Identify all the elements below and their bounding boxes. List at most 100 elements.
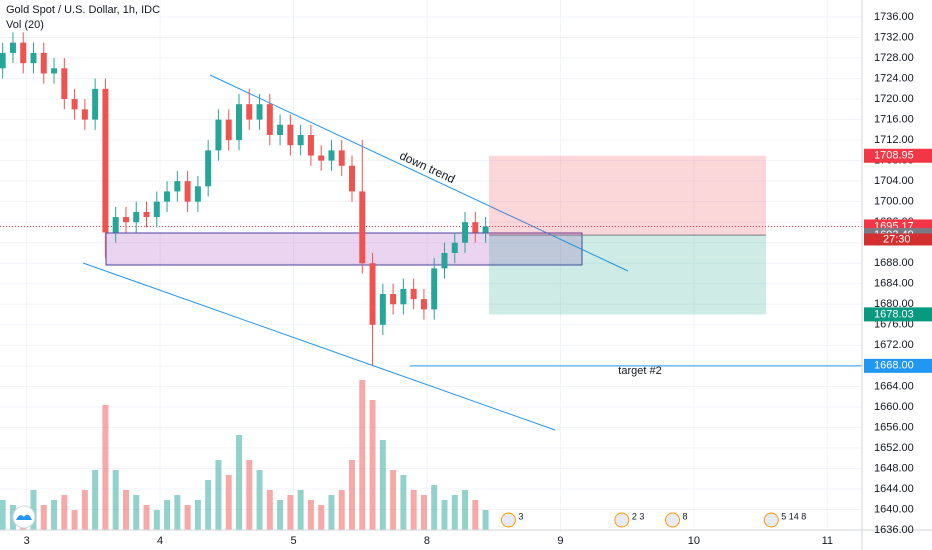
volume-bar (194, 500, 201, 530)
candle-body (420, 299, 427, 310)
volume-label: Vol (20) (6, 19, 44, 31)
volume-bar (307, 500, 314, 530)
event-icon (763, 512, 779, 528)
candle-body (40, 52, 47, 74)
x-tick-label: 11 (822, 535, 833, 547)
event-label: 3 (518, 511, 523, 521)
candle-body (390, 294, 397, 305)
volume-bar (349, 460, 356, 530)
candles (0, 32, 489, 366)
volume-bar (451, 495, 458, 530)
candle-body (307, 134, 314, 156)
countdown-bg (864, 233, 932, 246)
candle-body (246, 104, 253, 120)
volume-bar (256, 470, 263, 530)
volume-bar (482, 510, 489, 530)
volume-bar (472, 500, 479, 530)
volume-bar (102, 405, 109, 530)
volume-bar (51, 500, 58, 530)
volume-bar (462, 490, 469, 530)
y-tick-label: 1644.00 (874, 483, 914, 495)
countdown: 27:30 (883, 233, 911, 245)
candle-body (400, 288, 407, 305)
axes: 1636.00 1640.00 1644.00 1648.00 1652.00 1656.… (24, 11, 932, 547)
candle-body (287, 124, 294, 146)
x-tick-label: 3 (24, 535, 30, 547)
candle-body (318, 155, 325, 161)
y-tick-label: 1676.00 (874, 319, 914, 331)
volume-bar (287, 495, 294, 530)
candle-body (61, 68, 68, 100)
volume-bar (359, 380, 366, 530)
x-tick-label: 4 (157, 535, 163, 547)
volume-bar (235, 435, 242, 530)
volume-bar (133, 495, 140, 530)
volume-bar (153, 510, 160, 530)
candle-body (205, 150, 212, 187)
candle-body (266, 104, 273, 135)
candle-body (153, 201, 160, 218)
candle-body (194, 186, 201, 202)
volume-bar (318, 505, 325, 530)
volume-bar (266, 490, 273, 530)
candle-body (235, 104, 242, 141)
x-tick-label: 5 (290, 535, 296, 547)
volume-bar (61, 495, 68, 530)
candle-body (328, 150, 335, 161)
chart-title: Gold Spot / U.S. Dollar, 1h, IDC (6, 4, 160, 16)
y-tick-label: 1716.00 (874, 114, 914, 126)
volume-bar (328, 495, 335, 530)
y-tick-label: 1648.00 (874, 462, 914, 474)
candle-body (215, 119, 222, 151)
candle-body (102, 88, 109, 233)
candle-body (441, 252, 448, 269)
volume-bar (143, 505, 150, 530)
y-tick-label: 1700.00 (874, 196, 914, 208)
price-label: 1708.95 (874, 150, 914, 162)
y-tick-label: 1712.00 (874, 134, 914, 146)
candle-body (369, 263, 376, 325)
price-label-bg (864, 148, 932, 163)
candle-body (20, 42, 27, 64)
volume-bar (297, 490, 304, 530)
zone-rect (105, 232, 583, 266)
y-tick-label: 1656.00 (874, 421, 914, 433)
y-tick-label: 1728.00 (874, 52, 914, 64)
candle-body (0, 52, 6, 69)
volume-bar (184, 505, 191, 530)
volume-bar (0, 500, 6, 530)
candle-body (184, 181, 191, 202)
candle-body (143, 211, 150, 218)
price-label: 1668.00 (874, 360, 914, 372)
volume-bar (92, 470, 99, 530)
volume-bar (205, 480, 212, 530)
volume-bar (420, 495, 427, 530)
trend-line (209, 74, 629, 272)
candle-body (81, 109, 88, 120)
y-tick-label: 1732.00 (874, 31, 914, 43)
event-icon (500, 512, 516, 528)
grid (0, 0, 862, 531)
y-tick-label: 1664.00 (874, 380, 914, 392)
candle-body (462, 222, 469, 243)
volume-bar (369, 400, 376, 530)
candle-body (51, 68, 58, 74)
candle-body (349, 165, 356, 192)
candle-body (359, 191, 366, 264)
candle-body (379, 294, 386, 325)
stop-area (489, 155, 766, 236)
y-tick-label: 1672.00 (874, 339, 914, 351)
target-area (489, 235, 766, 315)
event-label: 8 (683, 511, 688, 521)
candle-body (256, 104, 263, 120)
volume-bar (71, 510, 78, 530)
candle-body (297, 134, 304, 146)
candle-body (277, 124, 284, 135)
x-tick-label: 10 (688, 535, 700, 547)
volume-bar (410, 490, 417, 530)
candle-body (174, 181, 181, 192)
volume-bar (431, 485, 438, 530)
price-label-bg (864, 307, 932, 322)
